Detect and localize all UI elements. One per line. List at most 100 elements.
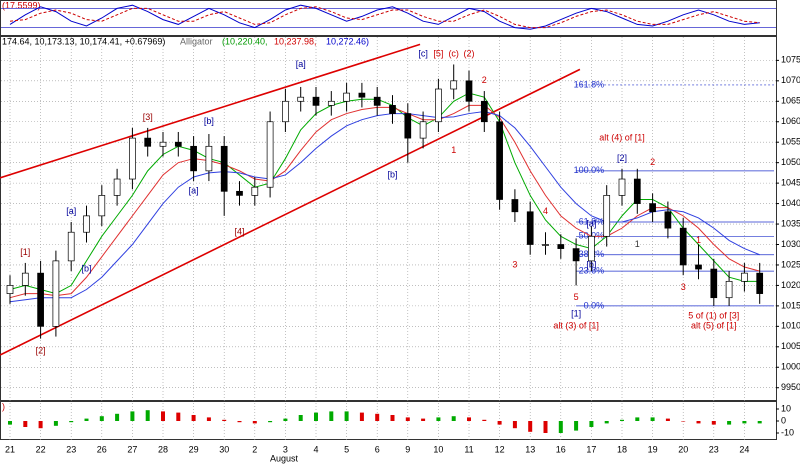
candle-body xyxy=(220,145,228,192)
histogram-bar xyxy=(543,421,548,433)
trendline xyxy=(0,43,421,179)
y-tick-label: 10700 xyxy=(781,75,800,85)
y-tick-label: 9950 xyxy=(781,382,800,392)
x-tick-label: 21 xyxy=(5,444,15,454)
wave-label: [2] xyxy=(617,153,627,163)
oscillator-label: (17.5599) xyxy=(2,0,41,10)
candle-body xyxy=(251,186,259,196)
price-frame xyxy=(0,36,777,401)
wave-label: [3] xyxy=(143,112,153,122)
candle-body xyxy=(603,195,611,237)
x-tick-label: 18 xyxy=(617,444,627,454)
candle-body xyxy=(113,178,121,196)
histogram-bar xyxy=(99,416,104,421)
wave-label: [c] xyxy=(418,49,428,59)
wave-label: 2 xyxy=(650,157,655,167)
oscillator-frame xyxy=(0,0,777,36)
candle-body xyxy=(511,199,519,213)
wave-label: 1 xyxy=(696,235,701,245)
candle-body xyxy=(83,215,90,233)
x-tick-label: 12 xyxy=(495,444,505,454)
histogram-bar xyxy=(69,421,74,423)
candle-body xyxy=(465,80,473,102)
histogram-bar xyxy=(53,421,58,426)
y-tick-label: 10050 xyxy=(781,341,800,351)
wave-label: [a] xyxy=(586,218,596,228)
histogram-bar xyxy=(604,421,609,424)
histogram-bar xyxy=(558,421,563,433)
wave-label: alt (3) of [1] xyxy=(553,321,599,331)
histogram-bar xyxy=(130,411,135,421)
candle-body xyxy=(695,264,702,270)
wave-label: 3 xyxy=(681,282,686,292)
histogram-bar xyxy=(482,419,487,421)
wave-label: [b] xyxy=(387,169,397,179)
indicator-value: (10,220.40, xyxy=(222,36,268,46)
x-tick-label: 27 xyxy=(127,444,137,454)
histogram-bar xyxy=(161,411,165,421)
y-tick-label: 10750 xyxy=(781,55,800,65)
oscillator-line xyxy=(9,6,760,29)
histogram-bar xyxy=(512,421,517,429)
histogram-bar xyxy=(329,411,334,421)
indicator-value: 10,237.98, xyxy=(274,36,317,46)
month-label: August xyxy=(270,453,299,463)
candle-body xyxy=(725,280,733,299)
candle-body xyxy=(358,92,366,98)
candle-body xyxy=(664,211,672,229)
histogram-bar xyxy=(650,417,655,421)
candle-body xyxy=(480,100,488,123)
y-tick-label: 10250 xyxy=(781,259,800,269)
wave-label: [a] xyxy=(189,186,199,196)
wave-label: [a] xyxy=(296,59,306,69)
histogram-bar xyxy=(145,410,150,421)
histogram-bar xyxy=(375,413,380,421)
histogram-bar xyxy=(298,415,303,421)
candle-body xyxy=(450,80,458,90)
x-tick-label: 13 xyxy=(525,444,535,454)
x-tick-label: 28 xyxy=(158,444,168,454)
histogram-bar xyxy=(421,418,426,421)
histogram-bar xyxy=(252,421,257,424)
oscillator-line xyxy=(9,4,760,30)
alligator-line xyxy=(9,104,760,299)
candle-body xyxy=(741,272,748,282)
x-tick-label: 17 xyxy=(586,444,596,454)
candle-body xyxy=(327,100,335,106)
histogram-bar xyxy=(23,421,28,427)
candle-body xyxy=(435,88,442,123)
y-tick-label: 10500 xyxy=(781,157,800,167)
y-tick-label: 10000 xyxy=(781,362,800,372)
histogram-bar xyxy=(84,418,89,421)
wave-label: [1] xyxy=(571,308,581,318)
indicator-name: Alligator xyxy=(180,36,213,46)
candle-body xyxy=(282,100,289,123)
histogram-bar xyxy=(681,421,686,422)
candle-body xyxy=(557,244,565,249)
wave-label: 1 xyxy=(451,145,456,155)
x-tick-label: 29 xyxy=(189,444,199,454)
histogram-bar xyxy=(176,412,181,421)
histogram-bar xyxy=(115,413,120,421)
wave-label: 5 of (1) of [3] xyxy=(688,310,739,320)
wave-label: 4 xyxy=(543,206,548,216)
candle-body xyxy=(236,190,243,196)
histogram-bar xyxy=(191,415,196,421)
candle-body xyxy=(144,137,152,147)
candle-body xyxy=(588,235,595,262)
histogram-bar xyxy=(574,421,579,431)
histogram-bar xyxy=(467,417,471,421)
candle-body xyxy=(174,141,182,147)
candle-body xyxy=(633,178,641,204)
x-tick-label: 4 xyxy=(313,444,318,454)
histogram-bar xyxy=(757,421,762,424)
x-tick-label: 30 xyxy=(219,444,229,454)
candle-body xyxy=(297,96,305,102)
candle-body xyxy=(542,244,549,246)
y-tick-label: 10450 xyxy=(781,178,800,188)
x-tick-label: 2 xyxy=(252,444,257,454)
candle-body xyxy=(419,121,427,139)
x-tick-label: 26 xyxy=(97,444,107,454)
candle-body xyxy=(572,248,580,262)
